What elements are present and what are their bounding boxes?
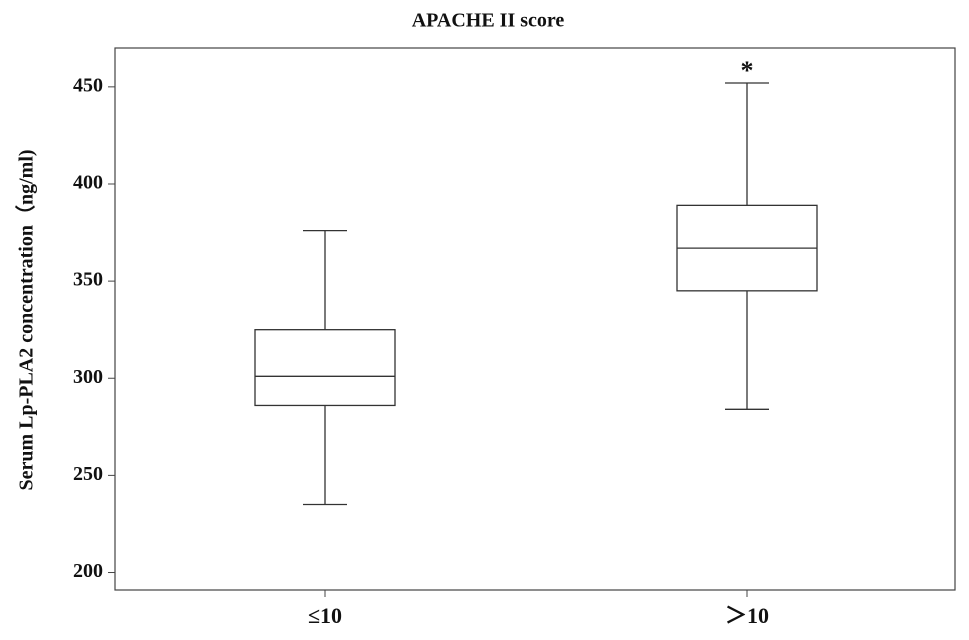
y-tick-label: 350	[73, 269, 103, 291]
y-tick-label: 250	[73, 463, 103, 485]
y-tick-label: 400	[73, 172, 103, 194]
annotation: *	[741, 56, 754, 85]
x-tick-label: ＞10	[725, 603, 769, 628]
plot-frame	[114, 47, 956, 591]
y-tick-label: 450	[73, 74, 103, 96]
y-tick-label: 200	[73, 560, 103, 582]
box	[254, 329, 396, 407]
y-axis-label: Serum Lp-PLA2 concentration（ng/ml)	[15, 149, 38, 490]
y-tick-label: 300	[73, 366, 103, 388]
x-tick-label: ≤10	[308, 603, 342, 628]
chart-title: APACHE II score	[412, 10, 565, 32]
